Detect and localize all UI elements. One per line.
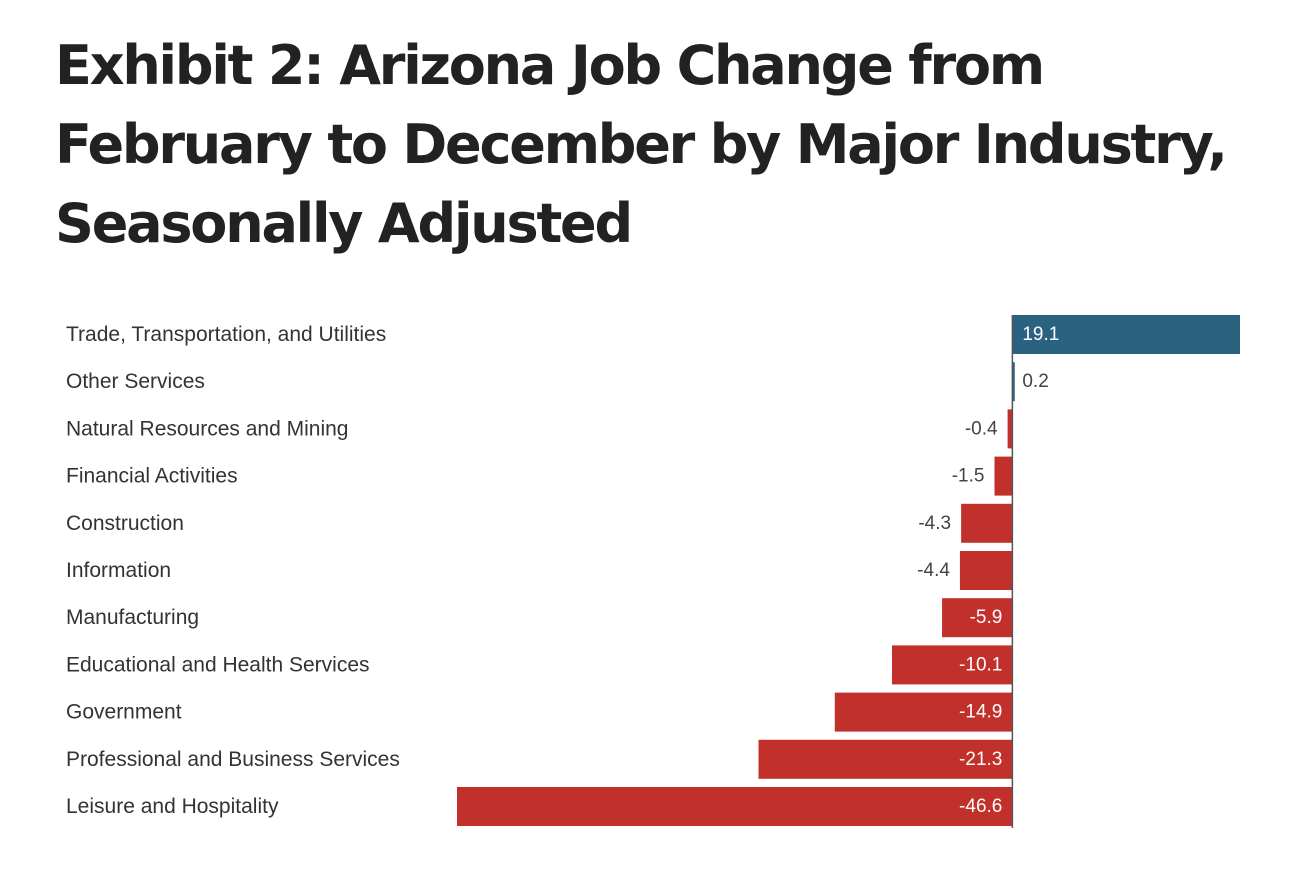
value-label: -14.9 <box>959 702 1002 723</box>
category-label: Trade, Transportation, and Utilities <box>66 323 386 346</box>
value-label: 0.2 <box>1022 371 1048 392</box>
bar <box>961 503 1013 543</box>
bar <box>994 456 1013 496</box>
bar <box>892 645 1013 685</box>
category-label: Information <box>66 559 171 582</box>
category-label: Professional and Business Services <box>66 748 400 771</box>
bar <box>1012 315 1240 354</box>
bars <box>457 315 1240 826</box>
bar <box>457 787 1013 826</box>
bar-chart: Trade, Transportation, and Utilities Othe… <box>66 315 1240 828</box>
value-label: -21.3 <box>959 749 1002 770</box>
value-labels: 19.1 0.2 -0.4 -1.5 -4.3 -4.4 -5.9 -10.1 -14.9 -21… <box>917 324 1059 817</box>
bar <box>1012 362 1015 402</box>
value-label: -1.5 <box>952 466 985 487</box>
value-label: 19.1 <box>1022 324 1059 345</box>
category-label: Government <box>66 701 182 724</box>
bar <box>1007 409 1013 449</box>
category-label: Leisure and Hospitality <box>66 795 279 818</box>
value-label: -4.4 <box>917 560 950 581</box>
category-label: Natural Resources and Mining <box>66 417 348 440</box>
value-label: -5.9 <box>970 607 1003 628</box>
category-label: Educational and Health Services <box>66 653 370 676</box>
value-label: -46.6 <box>959 796 1002 817</box>
value-label: -0.4 <box>965 418 998 439</box>
category-label: Financial Activities <box>66 465 238 488</box>
category-label: Manufacturing <box>66 606 199 629</box>
bar <box>942 598 1013 638</box>
category-labels: Trade, Transportation, and Utilities Othe… <box>66 323 400 818</box>
chart-title: Exhibit 2: Arizona Job Change from Febru… <box>55 34 1228 255</box>
bar <box>758 739 1013 779</box>
value-label: -4.3 <box>918 513 951 534</box>
category-label: Other Services <box>66 370 205 393</box>
category-label: Construction <box>66 512 184 535</box>
value-label: -10.1 <box>959 654 1002 675</box>
bar <box>834 692 1013 732</box>
bar <box>959 551 1013 590</box>
